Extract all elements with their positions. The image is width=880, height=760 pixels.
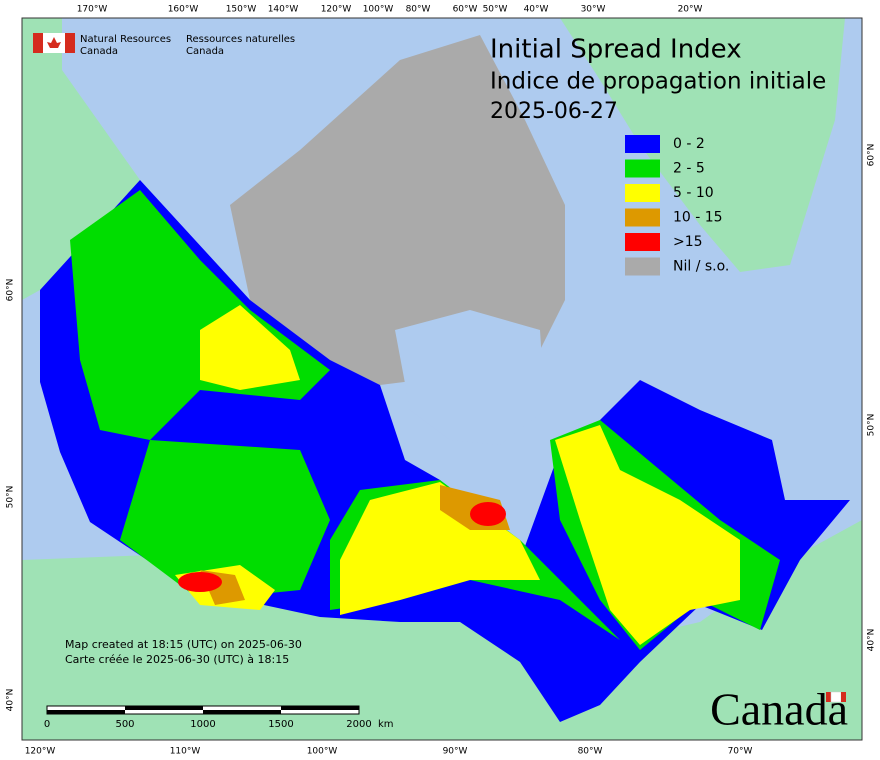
graticule-label: 110°W — [170, 747, 201, 757]
scale-label: 0 — [44, 719, 50, 730]
scale-label: 500 — [115, 719, 134, 730]
legend-label: 10 - 15 — [673, 210, 723, 226]
graticule-label: 40°N — [6, 689, 16, 712]
zone-red — [470, 502, 506, 526]
scale-label: 1000 — [190, 719, 215, 730]
graticule-label: 100°W — [307, 747, 338, 757]
wordmark-flag — [826, 691, 846, 703]
legend-label: 5 - 10 — [673, 185, 714, 201]
scale-label: 1500 — [268, 719, 293, 730]
legend-swatch — [625, 159, 660, 178]
credit-en: Canada — [80, 46, 118, 57]
legend-label: >15 — [673, 234, 703, 250]
graticule-label: 20°W — [678, 5, 703, 15]
graticule-label: 40°W — [524, 5, 549, 15]
graticule-label: 150°W — [226, 5, 257, 15]
graticule-label: 80°W — [406, 5, 431, 15]
scale-unit: km — [378, 719, 394, 730]
map-date: 2025-06-27 — [490, 99, 618, 124]
credit-en: Natural Resources — [80, 34, 171, 45]
zone-yellow — [340, 482, 540, 615]
graticule-label: 120°W — [25, 747, 56, 757]
note: Map created at 18:15 (UTC) on 2025-06-30 — [65, 638, 302, 651]
map-frame — [21, 17, 863, 741]
zone-yellow — [200, 305, 300, 390]
graticule-label: 90°W — [443, 747, 468, 757]
graticule-label: 50°N — [6, 486, 16, 509]
graticule-label: 60°N — [867, 144, 877, 167]
usa — [22, 520, 862, 740]
legend-swatch — [625, 257, 660, 276]
alaska — [22, 18, 140, 300]
greenland — [560, 18, 845, 272]
graticule-label: 60°W — [453, 5, 478, 15]
scale-segment — [281, 706, 359, 710]
zone-green — [120, 440, 330, 600]
legend-swatch — [625, 208, 660, 227]
map-subtitle: Indice de propagation initiale — [490, 69, 826, 95]
legend-swatch — [625, 233, 660, 251]
graticule-label: 140°W — [268, 5, 299, 15]
zone-yellow — [555, 425, 740, 645]
graticule-label: 50°W — [483, 5, 508, 15]
graticule-label: 50°N — [867, 414, 877, 437]
legend-label: Nil / s.o. — [673, 259, 729, 275]
hudson-bay — [395, 310, 545, 445]
map-title: Initial Spread Index — [490, 35, 742, 65]
credit-fr: Canada — [186, 46, 224, 57]
wordmark: Canada — [710, 684, 848, 735]
graticule-label: 120°W — [321, 5, 352, 15]
zone-red — [178, 572, 222, 592]
legend-swatch — [625, 135, 660, 153]
flag — [33, 33, 75, 53]
graticule-label: 170°W — [77, 5, 108, 15]
scale-segment — [125, 706, 203, 710]
legend-label: 0 - 2 — [673, 136, 705, 152]
credit-fr: Ressources naturelles — [186, 34, 295, 45]
graticule-label: 30°W — [581, 5, 606, 15]
graticule-label: 160°W — [168, 5, 199, 15]
legend-swatch — [625, 184, 660, 202]
scale-label: 2000 — [346, 719, 371, 730]
scale-segment — [47, 710, 125, 714]
graticule-label: 100°W — [363, 5, 394, 15]
arctic — [230, 35, 565, 400]
graticule-label: 40°N — [867, 629, 877, 652]
graticule-label: 70°W — [728, 747, 753, 757]
scale-segment — [203, 710, 281, 714]
graticule-label: 60°N — [6, 279, 16, 302]
legend-label: 2 - 5 — [673, 161, 705, 177]
graticule-label: 80°W — [578, 747, 603, 757]
note: Carte créée le 2025-06-30 (UTC) à 18:15 — [65, 653, 289, 666]
